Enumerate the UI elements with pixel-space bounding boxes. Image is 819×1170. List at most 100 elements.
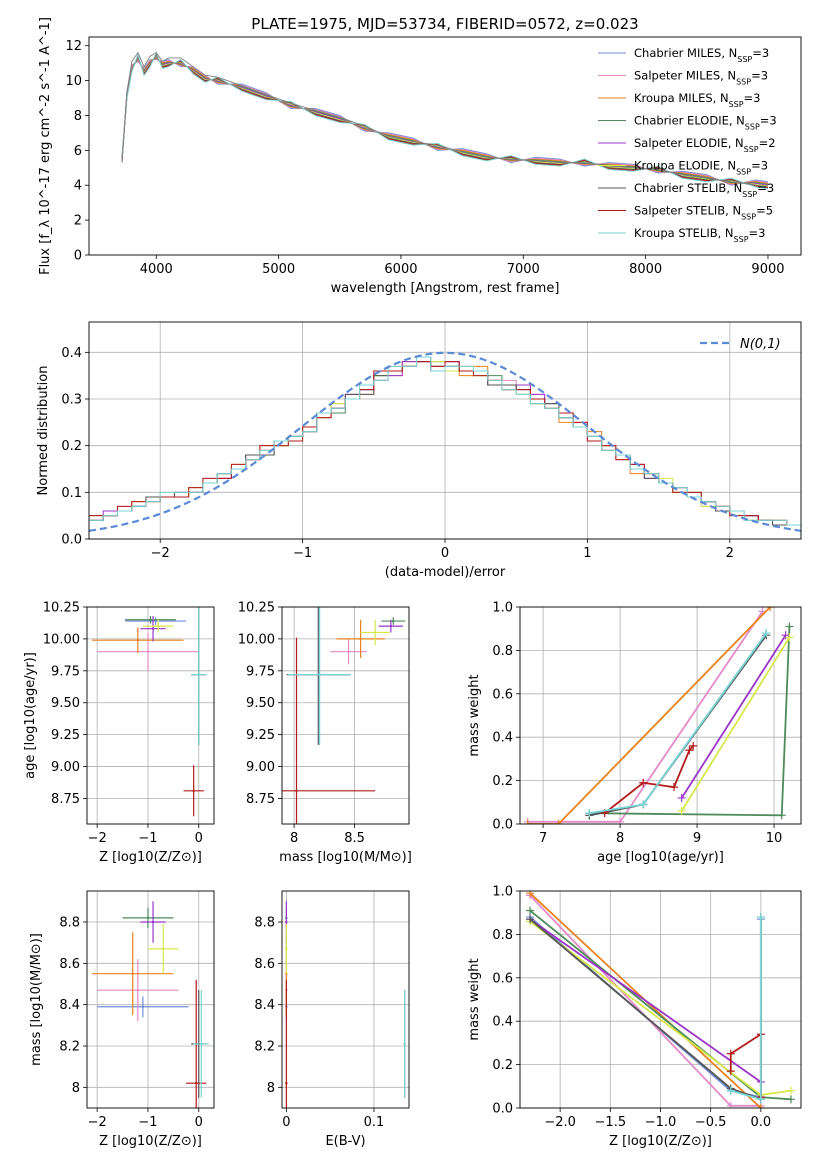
panel-mass-weight-vs-age: 7 8 9 10 0.0 0.2 0.4 0.6 0.8 1.0 age [log10(age/yr… — [467, 601, 802, 865]
y-tick-label: 0.0 — [61, 533, 82, 548]
model-line-8 — [121, 51, 769, 190]
y-tick-label: 0.2 — [61, 439, 82, 454]
y-tick-label: 9.25 — [246, 728, 275, 743]
series-line-4 — [529, 918, 762, 1083]
legend-subscript: SSP — [745, 122, 760, 131]
y-tick-label: 8 — [72, 1081, 80, 1096]
y-tick-label: 0.2 — [492, 1058, 513, 1073]
normal-curve — [89, 351, 801, 532]
y-tick-label: 0 — [74, 249, 82, 264]
series-marker — [616, 817, 625, 824]
y-tick-label: 8 — [74, 109, 82, 124]
panel-spectrum: 4000 5000 6000 7000 8000 9000 0 2 4 6 8 10 12 wavelen… — [38, 17, 802, 296]
series-marker — [756, 913, 765, 922]
data-point — [192, 789, 195, 793]
y-tick-label: 2 — [74, 214, 82, 229]
axes-frame — [281, 606, 410, 825]
series-marker — [677, 806, 686, 815]
y-tick-label: 8.6 — [59, 957, 80, 972]
data-point — [149, 618, 152, 621]
data-point — [136, 989, 139, 992]
series-marker — [726, 1067, 735, 1076]
legend-text: Kroupa STELIB, N — [634, 226, 734, 240]
x-tick-label: 8000 — [629, 262, 662, 277]
data-point — [285, 920, 288, 924]
axes-frame — [519, 890, 802, 1109]
data-point — [151, 627, 155, 630]
series-marker — [677, 793, 686, 802]
x-tick-label: 6000 — [384, 262, 417, 277]
y-tick-label: 0.1 — [61, 486, 82, 501]
data-point — [285, 1082, 288, 1085]
series-line-7 — [729, 1032, 762, 1098]
series-marker — [777, 811, 786, 820]
x-tick-label: −1.0 — [645, 1115, 677, 1130]
plot-area-mass-weight-vs-age — [523, 607, 794, 824]
data-point — [347, 650, 350, 653]
legend-nssp: =3 — [744, 91, 761, 105]
legend-entry-normal: N(0,1) — [740, 337, 781, 352]
legend-text: Salpeter ELODIE, N — [634, 136, 744, 150]
x-tick-label: −0.5 — [695, 1115, 727, 1130]
x-tick-label: 0.1 — [364, 1115, 385, 1130]
legend-text: Salpeter STELIB, N — [634, 204, 741, 218]
x-tick-label: 1 — [583, 546, 591, 561]
series-marker — [785, 622, 794, 631]
data-point — [373, 631, 377, 634]
y-tick-label: 0.8 — [492, 644, 513, 659]
x-tick-label: 8.5 — [344, 831, 365, 846]
x-tick-label: −1.5 — [595, 1115, 627, 1130]
data-point — [146, 650, 150, 653]
y-tick-label: 10.25 — [43, 601, 80, 616]
y-tick-label: 0.0 — [492, 1102, 513, 1117]
legend-text: Kroupa MILES, N — [634, 91, 729, 105]
data-point — [285, 947, 288, 951]
panel-mass-vs-ebv: 0 0.1 8 8.2 8.4 8.6 8.8 E(B-V) — [254, 890, 410, 1149]
legend-nssp: =3 — [752, 46, 769, 60]
y-tick-label: 8.4 — [59, 998, 80, 1013]
x-axis-label: E(B-V) — [325, 1134, 365, 1149]
figure-title: PLATE=1975, MJD=53734, FIBERID=0572, z=0… — [251, 15, 638, 33]
y-tick-label: 0.3 — [61, 393, 82, 408]
legend-nssp: =3 — [760, 114, 777, 128]
x-tick-label: 8 — [616, 831, 624, 846]
plot-area-mass-vs-ebv — [285, 901, 406, 1108]
x-axis-label: Z [log10(Z/Z⊙)] — [99, 1134, 202, 1149]
y-tick-label: 0.8 — [492, 928, 513, 943]
legend-entry-1: Salpeter MILES, NSSP=3 — [634, 69, 768, 87]
axes-frame — [88, 321, 802, 540]
y-axis-label: Flux [f_λ 10^-17 erg cm^-2 s^-1 A^-1] — [38, 17, 53, 275]
histogram-7 — [89, 361, 801, 539]
x-tick-label: −1 — [293, 546, 312, 561]
y-tick-label: 0.4 — [61, 346, 82, 361]
series-marker — [766, 607, 775, 611]
y-tick-label: 0.0 — [492, 818, 513, 833]
x-tick-label: −2 — [88, 831, 107, 846]
data-point — [295, 789, 298, 793]
panel-mass-weight-vs-Z: −2.0 −1.5 −1.0 −0.5 0.0 0.0 0.2 0.4 0.6 0.8 1.0 Z [… — [467, 885, 802, 1149]
x-axis-label: mass [log10(M/M⊙)] — [279, 850, 412, 865]
series-marker — [785, 633, 794, 642]
y-tick-label: 8.4 — [254, 998, 275, 1013]
series-line-1 — [527, 610, 764, 823]
legend-text: Chabrier STELIB, N — [634, 181, 742, 195]
legend-subscript: SSP — [736, 167, 751, 176]
y-axis-label: mass weight — [467, 674, 482, 756]
x-tick-label: −1 — [138, 1115, 157, 1130]
data-point — [146, 916, 150, 920]
x-tick-label: −2.0 — [544, 1115, 576, 1130]
data-line — [121, 51, 769, 188]
legend-text: Chabrier ELODIE, N — [634, 114, 745, 128]
x-axis-label: wavelength [Angstrom, rest frame] — [331, 281, 560, 296]
series-marker — [726, 1101, 735, 1108]
y-tick-label: 8.6 — [254, 957, 275, 972]
legend-subscript: SSP — [736, 77, 751, 86]
x-tick-label: −2 — [151, 546, 170, 561]
x-tick-label: 10 — [766, 831, 783, 846]
y-tick-label: 4 — [74, 179, 82, 194]
series-line-6 — [589, 634, 768, 817]
plot-area-residual — [89, 351, 801, 539]
legend-nssp: =5 — [756, 204, 773, 218]
